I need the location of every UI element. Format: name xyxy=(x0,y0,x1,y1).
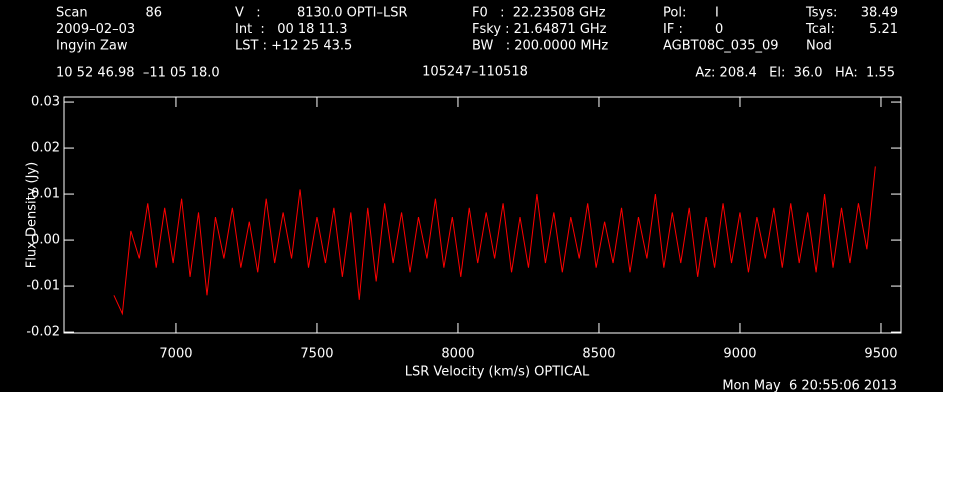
y-tick-label: 0.02 xyxy=(31,141,60,156)
x-tick-label: 8000 xyxy=(441,347,474,362)
header-field: 8130.0 OPTI–LSR xyxy=(297,6,408,21)
header-field: IF : xyxy=(663,22,683,37)
x-tick-label: 7000 xyxy=(159,347,192,362)
az-el: Az: 208.4 El: 36.0 HA: 1.55 xyxy=(695,66,895,81)
header-field: Pol: xyxy=(663,6,686,21)
y-tick-label: -0.01 xyxy=(26,279,60,294)
header-field: V : xyxy=(235,6,261,21)
header-field: 5.21 xyxy=(869,22,898,37)
x-tick-label: 7500 xyxy=(300,347,333,362)
header-field: Fsky : 21.64871 GHz xyxy=(472,22,607,37)
x-axis-label: LSR Velocity (km/s) OPTICAL xyxy=(405,365,590,380)
x-tick-label: 9000 xyxy=(723,347,756,362)
date: Mon May 6 20:55:06 2013 xyxy=(722,379,897,393)
plot-window: Scan 86 V : 8130.0 OPTI–LSR F0 : 22.23508 GH… xyxy=(0,0,943,392)
header-field: 86 xyxy=(145,6,162,21)
y-tick-label: 0.03 xyxy=(31,95,60,110)
header-field: I xyxy=(715,6,719,21)
header-field: 38.49 xyxy=(861,6,898,21)
y-tick-label: -0.02 xyxy=(26,325,60,340)
header-field: Tcal: xyxy=(805,22,835,37)
plot-frame xyxy=(63,96,902,334)
header-field: 2009–02–03 xyxy=(56,22,135,37)
header-field: Ingyin Zaw xyxy=(56,39,128,54)
source-name: 105247–110518 xyxy=(422,65,528,80)
header-field: BW : 200.0000 MHz xyxy=(472,39,608,54)
header-field: Scan xyxy=(56,6,88,21)
y-tick-label: 0.00 xyxy=(31,233,60,248)
y-axis-label: Flux Density (Jy) xyxy=(25,162,40,268)
coords: 10 52 46.98 –11 05 18.0 xyxy=(56,66,220,81)
header-field: F0 : 22.23508 GHz xyxy=(472,6,606,21)
spectrum-line xyxy=(113,166,876,316)
y-tick-label: 0.01 xyxy=(31,187,60,202)
header-field: Nod xyxy=(806,39,832,54)
header-field: 0 xyxy=(715,22,723,37)
x-tick-label: 9500 xyxy=(864,347,897,362)
header-field: Tsys: xyxy=(805,6,837,21)
header-field: LST : +12 25 43.5 xyxy=(235,39,352,54)
x-tick-label: 8500 xyxy=(582,347,615,362)
header-field: Int : 00 18 11.3 xyxy=(235,22,348,37)
header-field: AGBT08C_035_09 xyxy=(663,39,779,54)
